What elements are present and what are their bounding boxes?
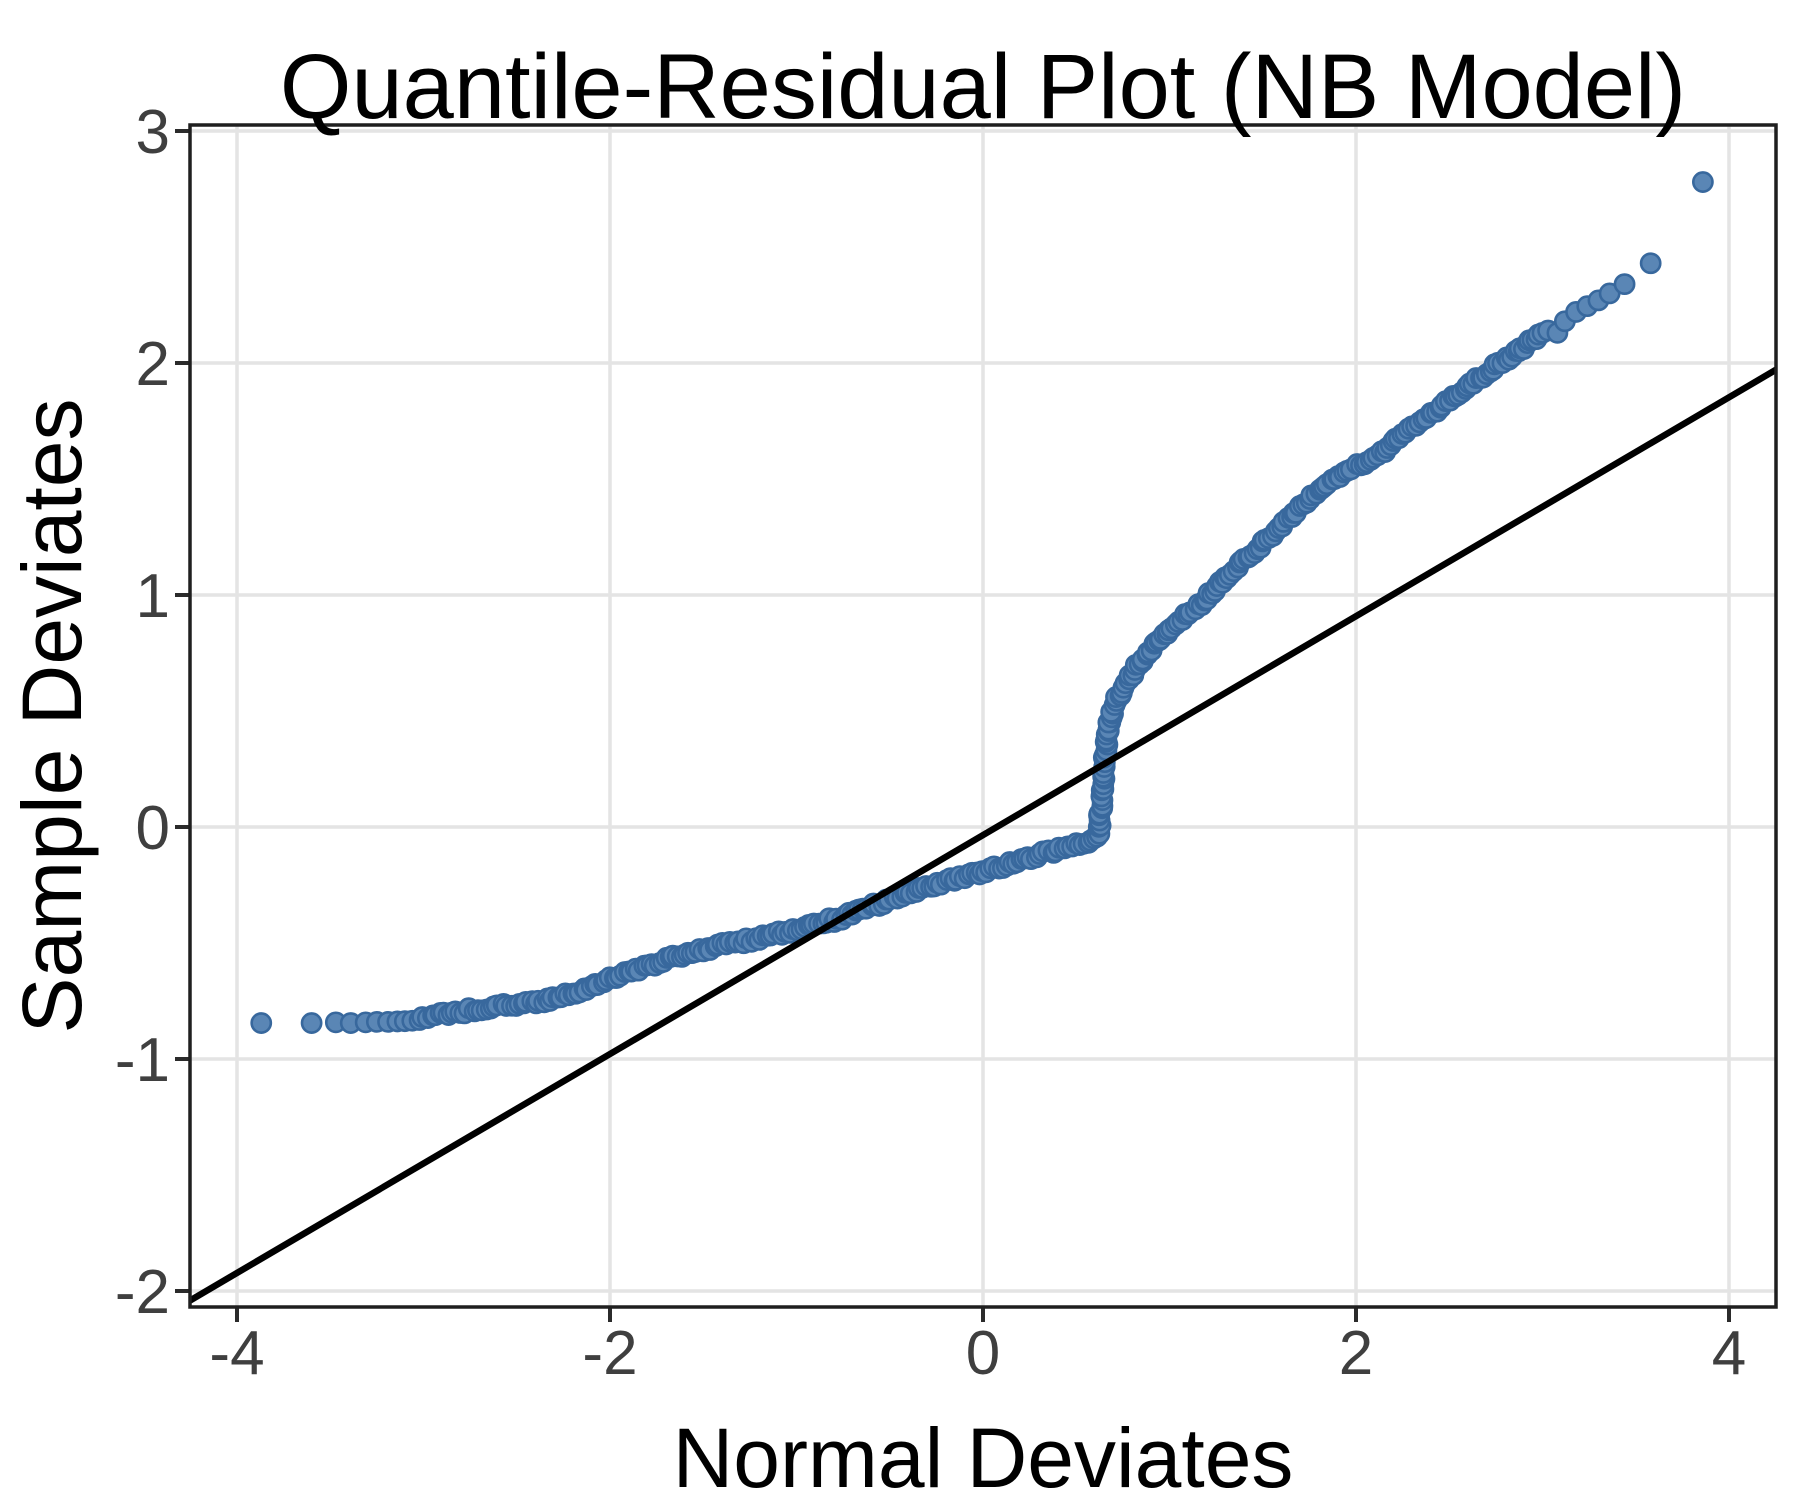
y-tick-label: -1 — [115, 1026, 170, 1095]
y-tick-label: 2 — [136, 330, 170, 399]
qq-point — [1639, 252, 1662, 275]
y-tick-label: 1 — [136, 562, 170, 631]
x-tick-label: -4 — [209, 1319, 264, 1388]
x-tick-label: -2 — [582, 1319, 637, 1388]
x-axis-title: Normal Deviates — [672, 1411, 1294, 1500]
reference-line — [188, 366, 1778, 1304]
qq-point — [1691, 171, 1714, 193]
y-tick-label: -2 — [115, 1258, 170, 1327]
y-tick-label: 3 — [136, 98, 170, 167]
y-tick-label: 0 — [136, 794, 170, 863]
qq-point — [250, 1012, 273, 1034]
x-tick-label: 0 — [966, 1319, 1000, 1388]
y-axis-title: Sample Deviates — [5, 398, 99, 1034]
qq-point — [1613, 273, 1636, 296]
qq-point — [300, 1012, 323, 1034]
x-tick-label: 4 — [1712, 1319, 1746, 1388]
plot-title: Quantile-Residual Plot (NB Model) — [279, 36, 1687, 138]
x-tick-label: 2 — [1339, 1319, 1373, 1388]
panel-border — [188, 123, 1778, 1309]
